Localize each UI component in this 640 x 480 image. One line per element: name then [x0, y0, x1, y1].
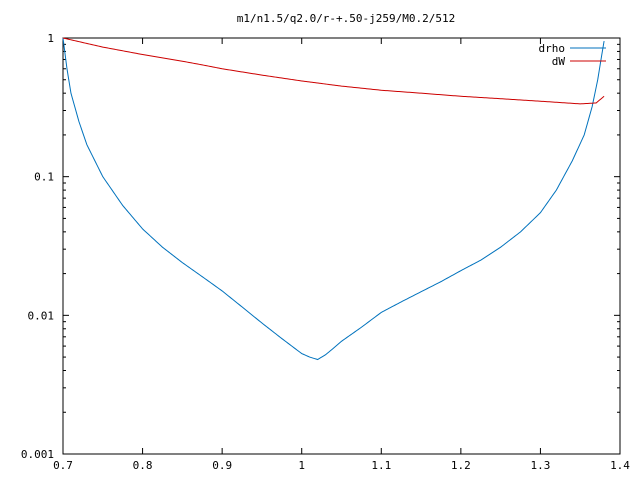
x-tick-label: 0.9 — [212, 459, 232, 472]
x-tick-label: 0.8 — [133, 459, 153, 472]
x-tick-label: 1.4 — [610, 459, 630, 472]
legend: drho dW — [539, 42, 606, 68]
x-tick-label: 1.3 — [530, 459, 550, 472]
legend-label-dw: dW — [552, 55, 566, 68]
legend-label-drho: drho — [539, 42, 566, 55]
y-tick-label: 1 — [47, 32, 54, 45]
series-line-dw — [62, 37, 605, 105]
y-tick-label: 0.001 — [21, 448, 54, 461]
x-tick-label: 1.2 — [451, 459, 471, 472]
plot-frame — [62, 37, 621, 455]
x-tick-label: 1.1 — [371, 459, 391, 472]
y-tick-label: 0.01 — [28, 309, 55, 322]
y-tick-label: 0.1 — [34, 171, 54, 184]
chart-title: m1/n1.5/q2.0/r-+.50-j259/M0.2/512 — [237, 12, 456, 25]
x-tick-label: 0.7 — [53, 459, 73, 472]
x-tick-label: 1 — [298, 459, 305, 472]
series-line-drho — [62, 37, 605, 361]
y-axis: 0.001 0.01 0.1 1 — [21, 32, 620, 461]
series-group — [62, 37, 605, 361]
x-axis: 0.7 0.8 0.9 1 1.1 1.2 1.3 1.4 — [53, 38, 630, 472]
